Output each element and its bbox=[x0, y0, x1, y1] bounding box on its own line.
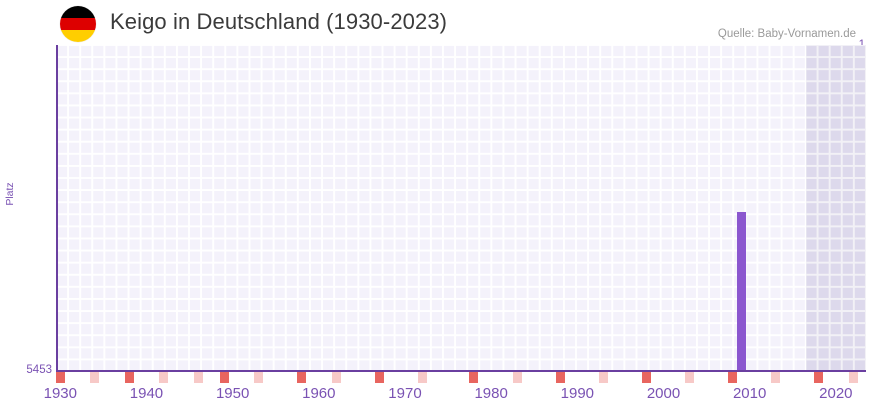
x-tick-label-1960: 1960 bbox=[302, 385, 336, 402]
flag-band-gold bbox=[60, 29, 96, 42]
x-tick-marker-1967 bbox=[374, 372, 384, 383]
x-tick-marker-1953 bbox=[254, 372, 263, 383]
x-tick-label-1980: 1980 bbox=[474, 385, 508, 402]
x-axis-line bbox=[56, 370, 866, 372]
source-attribution: Quelle: Baby-Vornamen.de bbox=[717, 28, 856, 40]
y-axis-bottom-label: 5453 bbox=[26, 364, 52, 376]
flag-band-red bbox=[60, 17, 96, 30]
x-tick-marker-1998 bbox=[641, 372, 651, 383]
chart-header: Keigo in Deutschland (1930-2023) Quelle:… bbox=[0, 0, 873, 46]
x-tick-label-2010: 2010 bbox=[732, 385, 767, 402]
y-axis-line bbox=[56, 45, 58, 372]
plot-grid-background bbox=[56, 45, 866, 372]
x-tick-marker-1949 bbox=[219, 372, 229, 383]
x-tick-marker-1988 bbox=[555, 372, 565, 383]
x-tick-marker-1934 bbox=[90, 372, 100, 383]
bar-2009[interactable] bbox=[736, 212, 746, 370]
x-tick-marker-1972 bbox=[417, 372, 427, 383]
german-flag-icon bbox=[60, 6, 96, 42]
plot-shaded-region bbox=[805, 45, 866, 372]
x-tick-marker-1983 bbox=[512, 372, 522, 383]
y-axis-title-wrap: Platz bbox=[0, 0, 18, 412]
x-tick-marker-1930 bbox=[55, 372, 65, 383]
x-tick-label-2000: 2000 bbox=[646, 385, 681, 402]
x-tick-label-2020: 2020 bbox=[819, 385, 853, 402]
x-tick-marker-1958 bbox=[297, 372, 307, 383]
plot-area bbox=[55, 45, 866, 383]
page-title: Keigo in Deutschland (1930-2023) bbox=[110, 9, 448, 34]
x-tick-marker-1942 bbox=[159, 372, 169, 383]
x-tick-label-1930: 1930 bbox=[43, 385, 77, 402]
x-tick-marker-2018 bbox=[814, 372, 824, 383]
flag-band-black bbox=[60, 6, 96, 18]
x-tick-marker-2008 bbox=[727, 372, 737, 383]
x-tick-marker-1978 bbox=[469, 372, 479, 383]
x-tick-marker-2022 bbox=[848, 372, 858, 383]
x-tick-marker-2013 bbox=[771, 372, 781, 383]
x-tick-label-1990: 1990 bbox=[560, 385, 595, 402]
x-tick-marker-1962 bbox=[331, 372, 341, 383]
x-tick-marker-2003 bbox=[684, 372, 694, 383]
y-axis-title: Platz bbox=[4, 182, 16, 206]
x-tick-marker-1993 bbox=[598, 372, 608, 383]
x-tick-label-1940: 1940 bbox=[129, 385, 164, 402]
x-tick-label-1970: 1970 bbox=[388, 385, 422, 402]
x-tick-marker-1946 bbox=[193, 372, 203, 383]
x-tick-marker-1938 bbox=[124, 372, 134, 383]
x-tick-label-1950: 1950 bbox=[215, 385, 250, 402]
